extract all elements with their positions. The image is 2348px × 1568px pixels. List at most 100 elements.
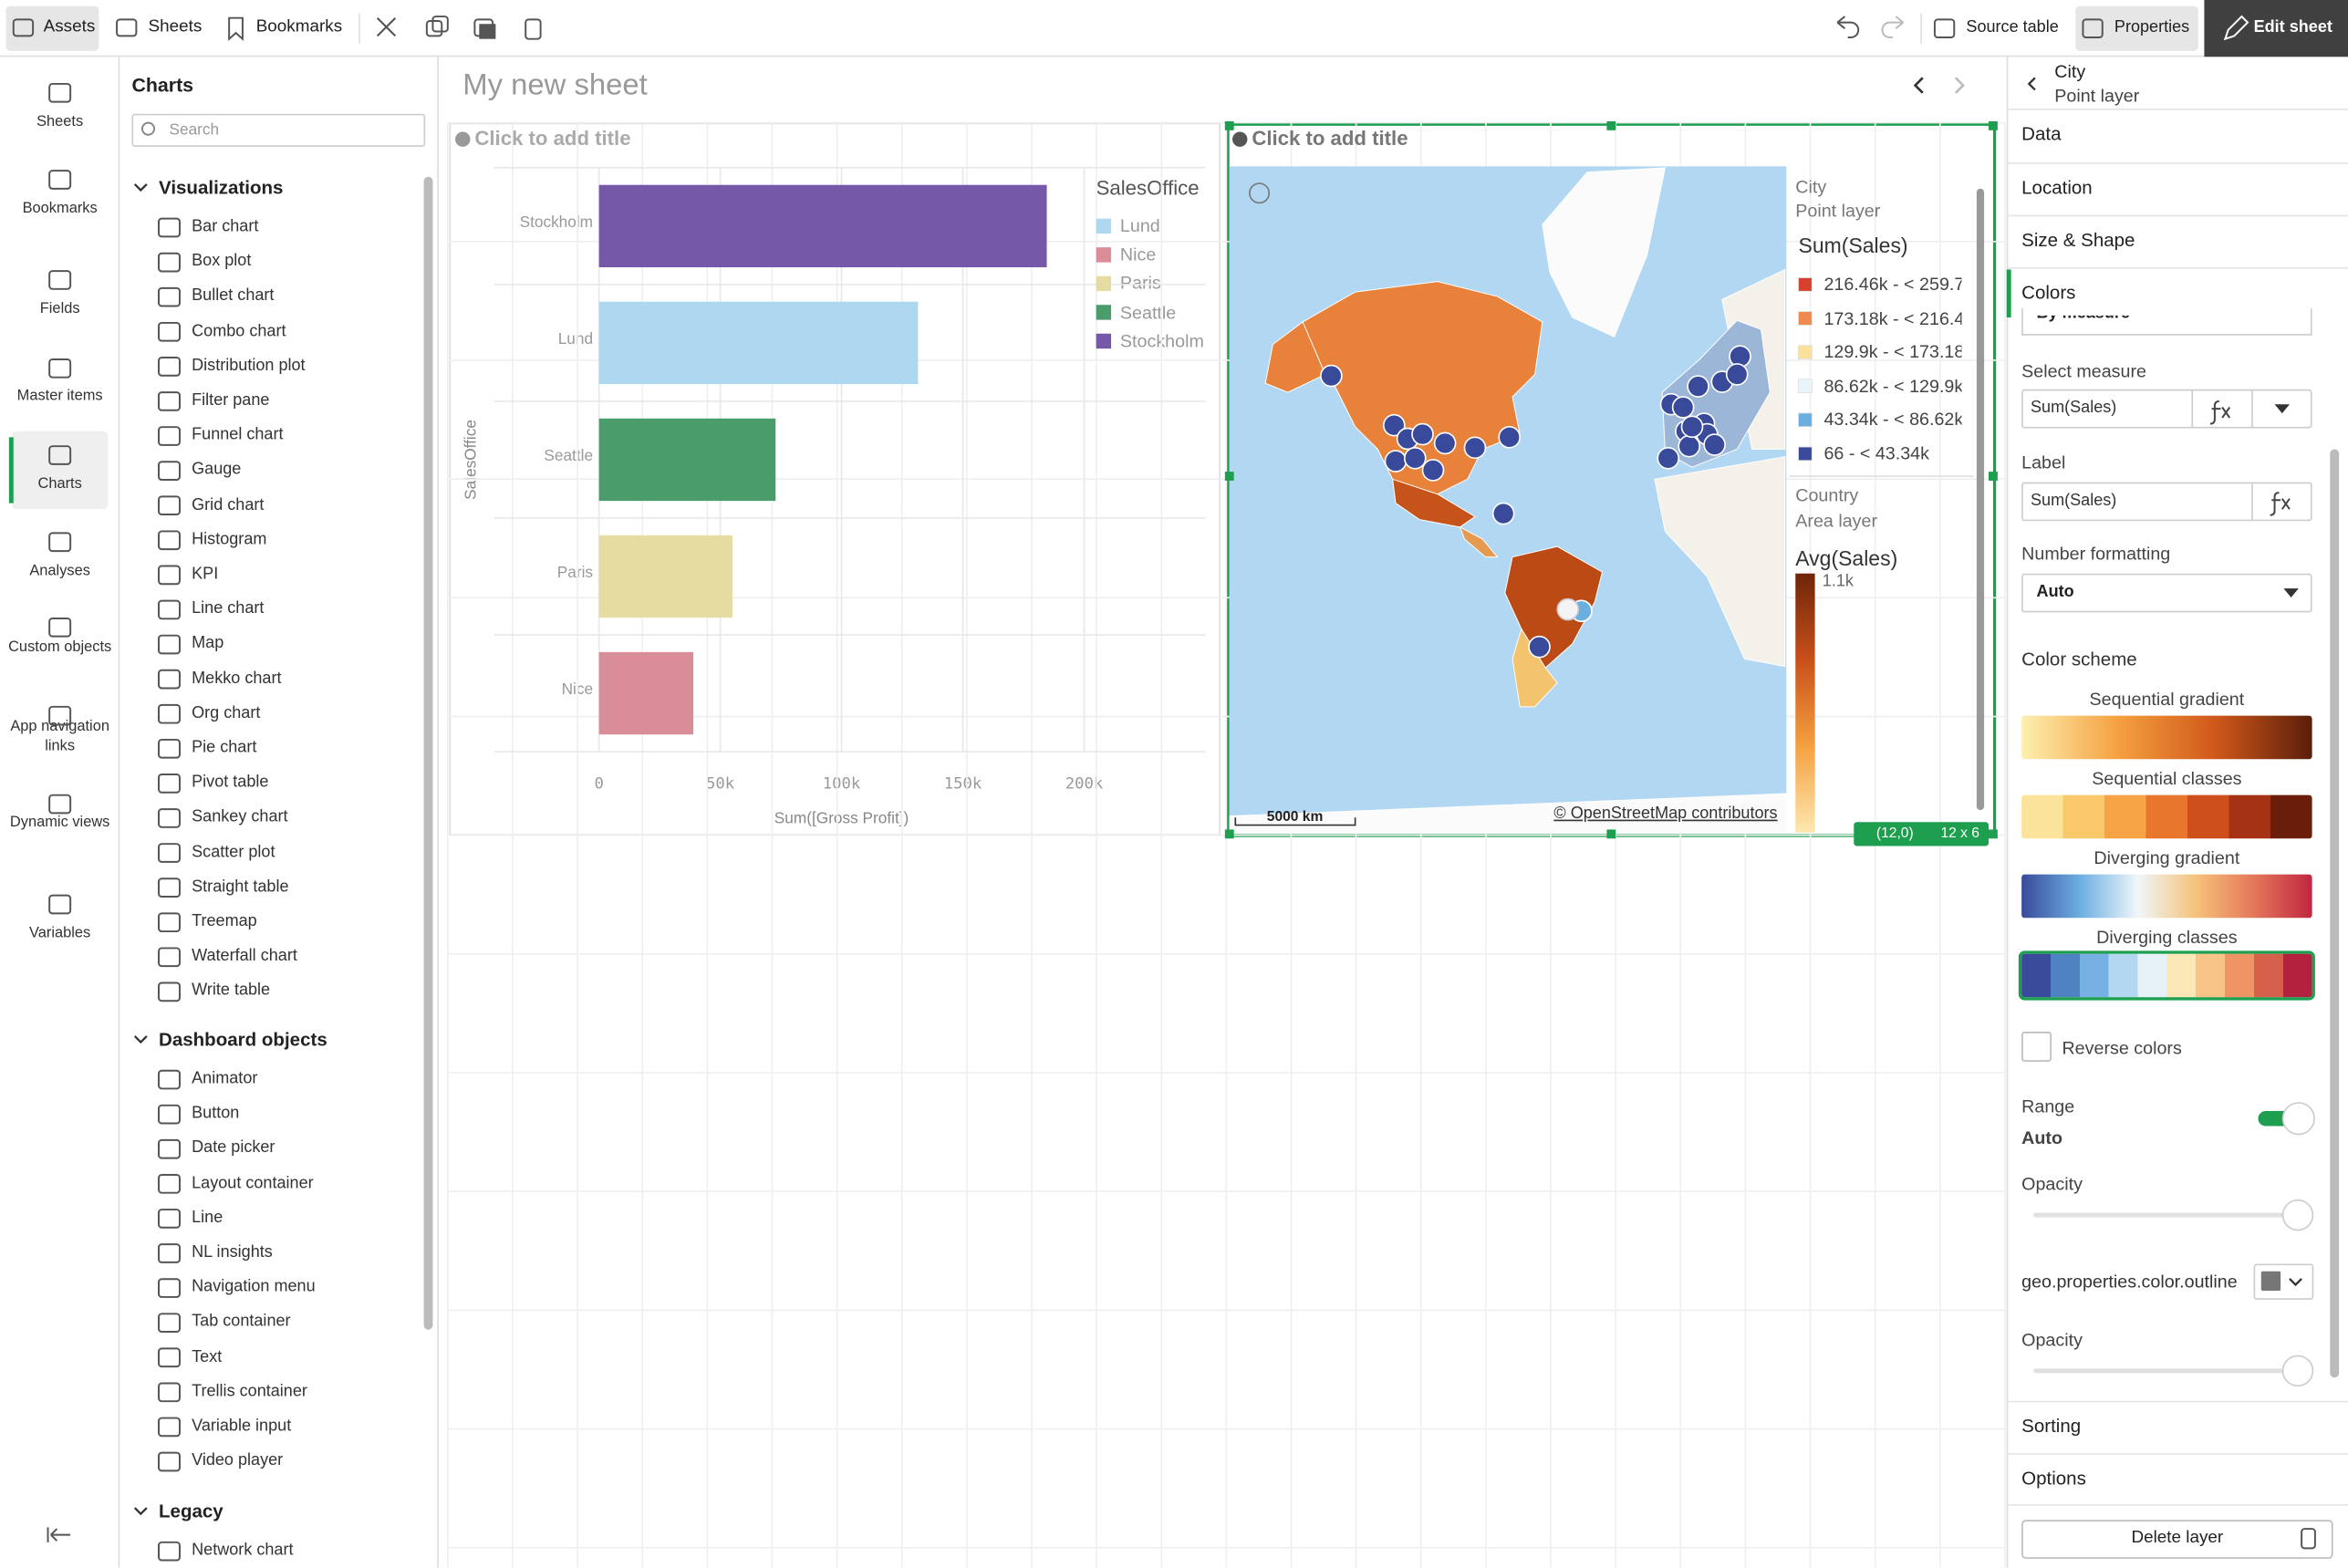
asset-item[interactable]: Filter pane: [192, 391, 270, 410]
legend-item[interactable]: 129.9k - < 173.18: [1823, 341, 1962, 363]
nav-item[interactable]: Variables: [29, 925, 91, 942]
nav-item[interactable]: Custom objects: [8, 639, 112, 657]
toolbar-tab[interactable]: Assets: [43, 17, 96, 36]
toolbar-tab[interactable]: Bookmarks: [255, 17, 343, 36]
asset-item[interactable]: Distribution plot: [192, 357, 306, 375]
map-object[interactable]: [1226, 122, 1997, 837]
asset-item[interactable]: Video player: [192, 1451, 284, 1470]
x-tick-label: 50k: [706, 774, 735, 794]
nav-item[interactable]: Sheets: [36, 113, 84, 130]
toolbar-button[interactable]: Source table: [1966, 18, 2059, 37]
asset-item[interactable]: Navigation menu: [192, 1278, 316, 1296]
measure-input[interactable]: [2021, 389, 2312, 429]
scheme-label: Diverging gradient: [2093, 846, 2240, 868]
legend-title: Avg(Sales): [1795, 545, 1898, 570]
asset-item[interactable]: Layout container: [192, 1173, 314, 1192]
legend-item[interactable]: Seattle: [1119, 301, 1177, 323]
asset-item[interactable]: Bullet chart: [192, 286, 275, 306]
panel-header: City: [2054, 60, 2086, 82]
nav-item[interactable]: Charts: [37, 476, 82, 493]
toolbar-tab[interactable]: Properties: [2114, 18, 2190, 37]
section-header[interactable]: Data: [2021, 123, 2062, 145]
delete-button[interactable]: [2021, 1520, 2333, 1559]
group-header[interactable]: Visualizations: [159, 177, 284, 199]
search-placeholder[interactable]: Search: [169, 120, 220, 140]
slider-knob[interactable]: [2281, 1199, 2314, 1231]
asset-item[interactable]: Sankey chart: [192, 808, 288, 826]
asset-item[interactable]: Histogram: [192, 530, 267, 549]
legend-item[interactable]: Paris: [1119, 273, 1161, 295]
asset-item[interactable]: Grid chart: [192, 495, 265, 514]
section-header[interactable]: Sorting: [2021, 1416, 2082, 1438]
group-header[interactable]: Dashboard objects: [159, 1029, 327, 1051]
asset-item[interactable]: Bar chart: [192, 217, 259, 236]
nav-item[interactable]: Analyses: [29, 563, 90, 580]
legend-item[interactable]: Nice: [1119, 244, 1157, 265]
dropdown-clipped[interactable]: [2021, 308, 2312, 336]
nav-item[interactable]: App navigation links: [10, 718, 109, 754]
asset-item[interactable]: Scatter plot: [192, 843, 275, 861]
section-header[interactable]: Location: [2021, 177, 2093, 199]
color-scheme[interactable]: [2021, 794, 2312, 839]
asset-item[interactable]: Pivot table: [192, 774, 269, 792]
legend-item[interactable]: 173.18k - < 216.4: [1823, 307, 1962, 329]
button-label[interactable]: Delete layer: [2131, 1529, 2224, 1547]
asset-item[interactable]: Network chart: [192, 1541, 294, 1560]
asset-item[interactable]: Text: [192, 1347, 223, 1366]
asset-item[interactable]: Straight table: [192, 877, 289, 896]
nav-item[interactable]: Master items: [16, 388, 103, 405]
asset-item[interactable]: NL insights: [192, 1243, 273, 1262]
legend-item[interactable]: 216.46k - < 259.7: [1823, 274, 1962, 296]
asset-item[interactable]: Map: [192, 634, 224, 653]
legend-item[interactable]: 66 - < 43.34k: [1823, 442, 1929, 464]
label-input[interactable]: [2021, 482, 2312, 522]
chart-title[interactable]: Click to add title: [474, 127, 631, 151]
x-axis-label: Sum([Gross Profit]): [774, 809, 909, 828]
legend-item[interactable]: 43.34k - < 86.62k: [1823, 409, 1962, 431]
asset-item[interactable]: Animator: [192, 1069, 258, 1088]
color-scheme[interactable]: [2021, 874, 2312, 919]
asset-item[interactable]: Treemap: [192, 912, 257, 931]
nav-item[interactable]: Dynamic views: [9, 815, 110, 832]
section-header[interactable]: Options: [2021, 1468, 2086, 1490]
sheet-title[interactable]: My new sheet: [462, 68, 648, 102]
asset-item[interactable]: Gauge: [192, 461, 242, 479]
asset-item[interactable]: Box plot: [192, 252, 252, 271]
section-header[interactable]: Size & Shape: [2021, 229, 2135, 251]
asset-item[interactable]: Write table: [192, 981, 271, 1001]
toggle-knob[interactable]: [2281, 1102, 2315, 1136]
asset-item[interactable]: Org chart: [192, 703, 261, 722]
nav-item[interactable]: Bookmarks: [22, 200, 98, 218]
asset-item[interactable]: Line: [192, 1209, 223, 1227]
legend-item[interactable]: Lund: [1119, 215, 1160, 237]
section-header[interactable]: Colors: [2021, 282, 2076, 304]
slider-knob[interactable]: [2281, 1355, 2314, 1387]
asset-item[interactable]: Button: [192, 1104, 240, 1123]
color-scheme[interactable]: [2021, 715, 2312, 760]
scheme-label: Sequential classes: [2092, 767, 2242, 789]
nav-item[interactable]: Fields: [39, 300, 80, 318]
asset-item[interactable]: Line chart: [192, 599, 265, 618]
asset-item[interactable]: Pie chart: [192, 738, 257, 757]
asset-item[interactable]: Tab container: [192, 1313, 291, 1332]
legend-item[interactable]: Stockholm: [1119, 330, 1204, 352]
legend-item[interactable]: 86.62k - < 129.9k: [1823, 375, 1962, 397]
asset-item[interactable]: Mekko chart: [192, 669, 282, 688]
checkbox-label: Reverse colors: [2062, 1037, 2182, 1059]
asset-item[interactable]: Combo chart: [192, 321, 286, 340]
search-box[interactable]: [131, 113, 426, 147]
asset-item[interactable]: Waterfall chart: [192, 947, 297, 966]
chart-title[interactable]: Click to add title: [1252, 127, 1408, 151]
format-dropdown[interactable]: [2021, 573, 2312, 613]
toolbar-button[interactable]: Edit sheet: [2253, 18, 2332, 37]
asset-item[interactable]: Funnel chart: [192, 426, 284, 444]
color-scheme[interactable]: [2018, 950, 2315, 1001]
attribution[interactable]: © OpenStreetMap contributors: [1553, 805, 1778, 823]
checkbox[interactable]: [2021, 1032, 2052, 1062]
asset-item[interactable]: Date picker: [192, 1138, 275, 1158]
asset-item[interactable]: KPI: [192, 565, 219, 584]
group-header[interactable]: Legacy: [159, 1501, 223, 1522]
toolbar-tab[interactable]: Sheets: [148, 17, 203, 36]
asset-item[interactable]: Trellis container: [192, 1382, 307, 1401]
asset-item[interactable]: Variable input: [192, 1417, 292, 1436]
